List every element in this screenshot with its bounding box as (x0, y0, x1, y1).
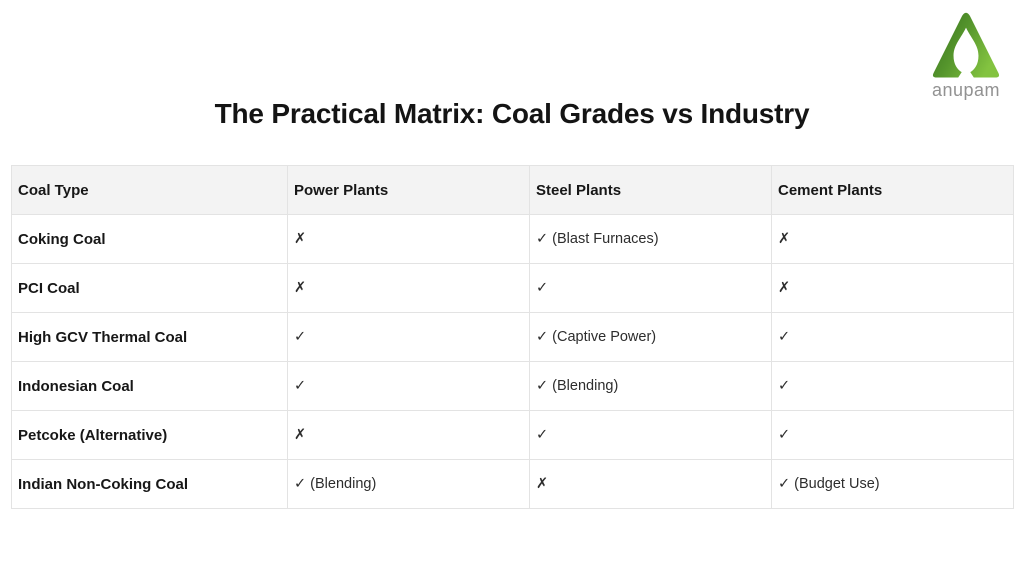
matrix-cell: ✓ (Budget Use) (771, 459, 1014, 509)
table-row: PCI Coal ✗ ✓ ✗ (11, 263, 1014, 313)
row-label-indonesian-coal: Indonesian Coal (11, 361, 288, 411)
row-label-pci-coal: PCI Coal (11, 263, 288, 313)
coal-matrix-table: Coal Type Power Plants Steel Plants Ceme… (11, 165, 1014, 509)
matrix-cell: ✓ (Blast Furnaces) (529, 214, 772, 264)
brand-logo: anupam (920, 8, 1012, 99)
header-row: Coal Type Power Plants Steel Plants Ceme… (11, 165, 1014, 215)
matrix-cell: ✓ (771, 312, 1014, 362)
matrix-cell: ✓ (771, 410, 1014, 460)
matrix-cell: ✓ (Blending) (287, 459, 530, 509)
matrix-cell: ✗ (287, 214, 530, 264)
matrix-cell: ✓ (529, 410, 772, 460)
table-row: Indian Non-Coking Coal ✓ (Blending) ✗ ✓ … (11, 459, 1014, 509)
matrix-cell: ✓ (771, 361, 1014, 411)
matrix-cell: ✗ (287, 263, 530, 313)
table-row: Indonesian Coal ✓ ✓ (Blending) ✓ (11, 361, 1014, 411)
col-header-cement-plants: Cement Plants (771, 165, 1014, 215)
matrix-cell: ✗ (771, 263, 1014, 313)
matrix-cell: ✗ (287, 410, 530, 460)
matrix-cell: ✓ (Blending) (529, 361, 772, 411)
table-row: Coking Coal ✗ ✓ (Blast Furnaces) ✗ (11, 214, 1014, 264)
matrix-cell: ✓ (287, 312, 530, 362)
row-label-coking-coal: Coking Coal (11, 214, 288, 264)
brand-name: anupam (931, 80, 1001, 100)
col-header-coal-type: Coal Type (11, 165, 288, 215)
col-header-steel-plants: Steel Plants (529, 165, 772, 215)
row-label-high-gcv-thermal-coal: High GCV Thermal Coal (11, 312, 288, 362)
anupam-flame-logo-icon (932, 12, 1000, 78)
page-title: The Practical Matrix: Coal Grades vs Ind… (214, 98, 810, 129)
row-label-petcoke: Petcoke (Alternative) (11, 410, 288, 460)
matrix-cell: ✗ (529, 459, 772, 509)
table-row: Petcoke (Alternative) ✗ ✓ ✓ (11, 410, 1014, 460)
matrix-cell: ✓ (Captive Power) (529, 312, 772, 362)
row-label-indian-non-coking-coal: Indian Non-Coking Coal (11, 459, 288, 509)
matrix-cell: ✓ (287, 361, 530, 411)
matrix-cell: ✗ (771, 214, 1014, 264)
col-header-power-plants: Power Plants (287, 165, 530, 215)
table-row: High GCV Thermal Coal ✓ ✓ (Captive Power… (11, 312, 1014, 362)
matrix-cell: ✓ (529, 263, 772, 313)
